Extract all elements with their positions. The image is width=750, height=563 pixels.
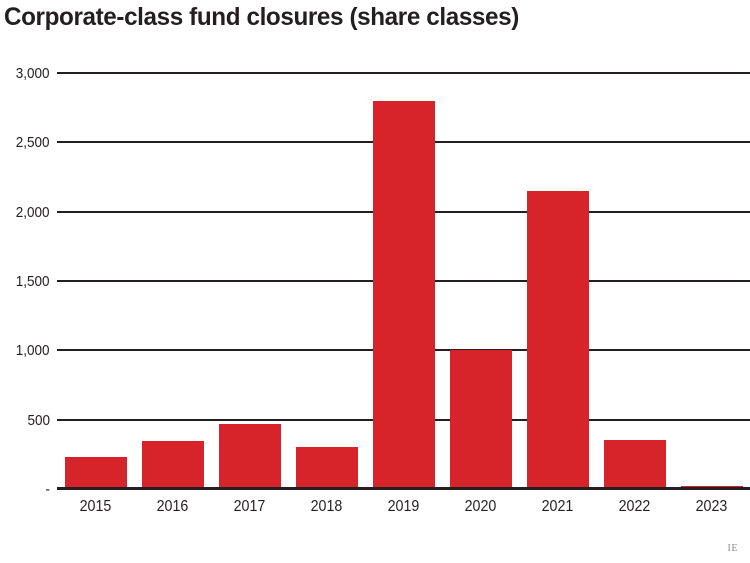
y-tick-label-1500: 1,500 xyxy=(16,273,50,290)
bar-2020 xyxy=(449,350,512,489)
x-tick-label-2020: 2020 xyxy=(464,498,497,515)
x-tick-label-2019: 2019 xyxy=(387,498,420,515)
x-tick-label-2015: 2015 xyxy=(79,498,112,515)
bar-2016 xyxy=(141,441,204,489)
y-tick-label-3000: 3,000 xyxy=(16,65,50,82)
y-tick-label-0: - xyxy=(45,481,51,498)
x-tick-label-2017: 2017 xyxy=(233,498,266,515)
x-tick-label-2022: 2022 xyxy=(618,498,651,515)
y-tick-label-500: 500 xyxy=(27,411,50,429)
plot-area xyxy=(57,72,750,490)
bar-2017 xyxy=(218,423,281,489)
bar-2019 xyxy=(372,100,435,489)
bar-2021 xyxy=(526,190,589,489)
x-tick-label-2023: 2023 xyxy=(695,498,728,515)
x-axis-line xyxy=(57,486,750,490)
bar-2018 xyxy=(295,447,358,489)
source-credit: IE xyxy=(727,543,738,554)
y-tick-label-2500: 2,500 xyxy=(16,134,50,152)
bar-2022 xyxy=(603,440,666,489)
y-tick-label-2000: 2,000 xyxy=(16,203,50,221)
gridline-3000 xyxy=(57,72,750,74)
x-tick-label-2018: 2018 xyxy=(310,498,343,515)
y-tick-label-1000: 1,000 xyxy=(16,342,50,360)
y-axis-labels: - 500 1,000 1,500 2,000 2,500 3,000 xyxy=(0,66,50,497)
bar-2015 xyxy=(64,457,127,489)
x-tick-label-2016: 2016 xyxy=(156,498,189,515)
x-tick-label-2021: 2021 xyxy=(541,498,574,515)
chart-title: Corporate-class fund closures (share cla… xyxy=(4,3,519,31)
